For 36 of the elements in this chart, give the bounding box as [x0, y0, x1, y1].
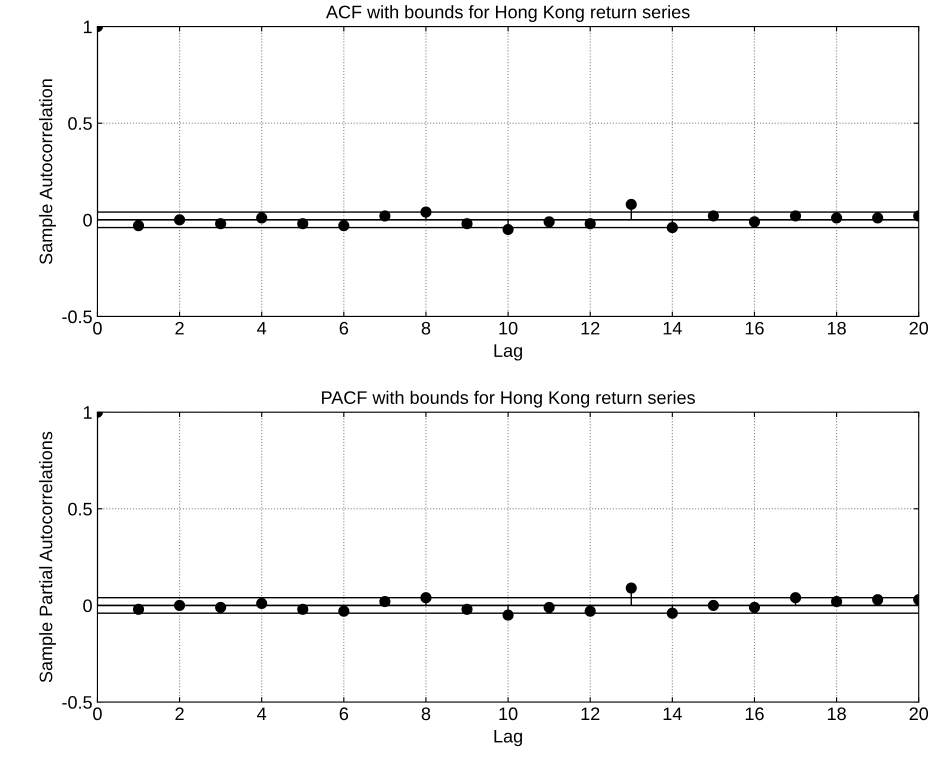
x-tick-label: 0 — [93, 707, 102, 720]
x-tick-label: 20 — [910, 707, 928, 720]
x-tick-label: 2 — [175, 707, 184, 720]
chart-title: ACF with bounds for Hong Kong return series — [326, 5, 690, 22]
x-tick-label: 6 — [340, 322, 348, 335]
x-tick-label: 20 — [910, 322, 928, 335]
y-tick-label: 0 — [83, 214, 92, 227]
x-tick-label: 0 — [93, 322, 102, 335]
x-tick-label: 8 — [422, 707, 430, 720]
x-tick-label: 16 — [746, 322, 764, 335]
x-tick-label: 18 — [828, 707, 846, 720]
x-tick-label: 4 — [257, 322, 266, 334]
x-tick-label: 14 — [664, 322, 682, 334]
y-tick-label: 0.5 — [68, 117, 92, 130]
y-axis-title: Sample Autocorrelation — [39, 79, 56, 264]
y-tick-label: 0 — [83, 599, 92, 612]
x-axis-title: Lag — [494, 344, 522, 361]
x-tick-label: 10 — [499, 322, 518, 335]
x-tick-label: 16 — [746, 707, 764, 720]
x-tick-label: 4 — [257, 708, 266, 720]
x-tick-label: 6 — [340, 707, 348, 720]
x-axis-title: Lag — [494, 730, 522, 746]
x-tick-label: 12 — [582, 322, 600, 334]
chart-title: PACF with bounds for Hong Kong return series — [322, 390, 695, 408]
y-tick-label: 0.5 — [68, 502, 92, 516]
y-tick-label: 1 — [84, 406, 92, 419]
x-tick-label: 2 — [175, 322, 184, 334]
x-tick-label: 8 — [422, 322, 430, 335]
x-tick-label: 12 — [582, 707, 600, 720]
x-tick-label: 18 — [828, 322, 846, 335]
x-tick-label: 10 — [499, 707, 518, 720]
y-tick-label: -0.5 — [62, 310, 92, 324]
y-tick-label: -0.5 — [62, 696, 92, 709]
x-tick-label: 14 — [664, 708, 682, 720]
y-tick-label: 1 — [84, 20, 92, 34]
y-axis-title: Sample Partial Autocorrelations — [39, 432, 56, 682]
